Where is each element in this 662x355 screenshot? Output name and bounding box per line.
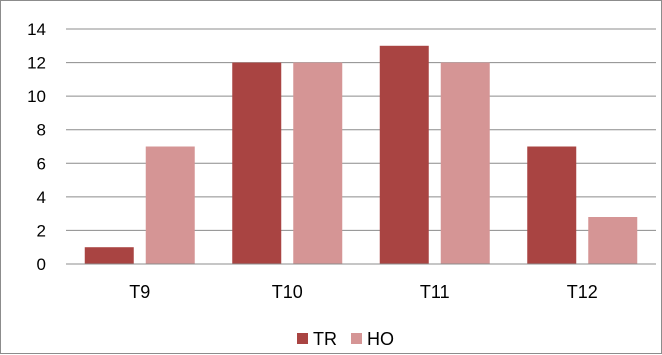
y-axis-ticks: 0 2 4 6 8 10 12 14 [27,20,46,274]
y-tick-label: 12 [27,54,46,73]
legend-label-tr: TR [313,329,337,349]
legend: TR HO [297,329,394,349]
bar-ho-t12 [588,217,638,264]
legend-swatch-tr [297,333,308,344]
bar-tr-t11 [379,45,429,265]
bar-ho-t9 [145,146,195,264]
legend-label-ho: HO [367,329,394,349]
y-tick-label: 6 [37,154,46,173]
x-category-label: T11 [420,282,450,302]
y-tick-label: 0 [37,255,46,274]
bar-tr-t9 [84,247,134,264]
bars [84,45,638,265]
bar-ho-t11 [440,62,490,265]
x-category-label: T10 [272,282,303,302]
x-category-label: T12 [567,282,598,302]
bar-ho-t10 [293,62,343,265]
legend-swatch-ho [351,333,362,344]
y-tick-label: 10 [27,87,46,106]
bar-tr-t10 [232,62,282,265]
x-category-label: T9 [129,282,150,302]
y-tick-label: 14 [27,20,46,39]
bar-tr-t12 [527,146,577,264]
y-tick-label: 4 [37,188,46,207]
y-tick-label: 8 [37,121,46,140]
x-axis-labels: T9 T10 T11 T12 [129,282,598,302]
y-tick-label: 2 [37,221,46,240]
